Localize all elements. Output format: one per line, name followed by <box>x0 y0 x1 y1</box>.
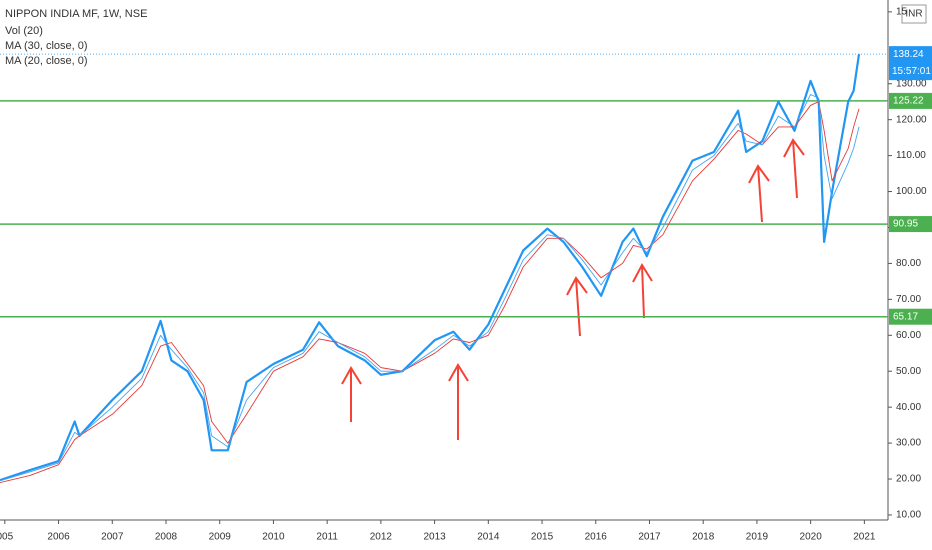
level-label: 90.95 <box>893 219 918 230</box>
last-price-label: 138.24 <box>893 49 924 60</box>
legend-item: MA (20, close, 0) <box>5 55 88 67</box>
currency-box[interactable] <box>901 4 927 24</box>
y-tick-label: 120.00 <box>896 114 927 125</box>
last-price-box <box>889 46 932 81</box>
x-tick-label: 2018 <box>692 532 715 543</box>
y-tick-label: 15 <box>896 6 908 17</box>
x-tick-label: 2012 <box>370 532 393 543</box>
x-tick-label: 2010 <box>262 532 285 543</box>
price-line <box>0 94 860 482</box>
x-tick-label: 005 <box>0 532 14 543</box>
price-line <box>0 53 861 482</box>
level-label-box <box>889 216 932 233</box>
x-tick-label: 2013 <box>423 532 446 543</box>
x-tick-label: 2016 <box>585 532 608 543</box>
x-tick-label: 2007 <box>101 532 124 543</box>
x-tick-label: 2017 <box>638 532 661 543</box>
arrows <box>341 138 805 440</box>
y-tick-label: 10.00 <box>896 510 921 521</box>
level-label: 125.22 <box>893 96 924 107</box>
level-label-box <box>889 92 932 109</box>
y-tick-label: 20.00 <box>896 474 921 485</box>
x-tick-label: 2009 <box>209 532 232 543</box>
y-tick-label: 130.00 <box>896 78 927 89</box>
x-tick-label: 2014 <box>477 532 500 543</box>
y-tick-label: 110.00 <box>896 150 926 161</box>
x-tick-label: 2011 <box>316 532 338 543</box>
y-tick-label: 50.00 <box>896 366 921 377</box>
y-tick-label: 40.00 <box>896 402 921 413</box>
legend-title: NIPPON INDIA MF, 1W, NSE <box>5 8 147 20</box>
x-tick-label: 2015 <box>531 532 554 543</box>
y-tick-label: 30.00 <box>896 438 921 449</box>
x-tick-label: 2020 <box>800 532 823 543</box>
legend-item: MA (30, close, 0) <box>5 40 88 52</box>
y-tick-label: 80.00 <box>896 258 921 269</box>
legend-item: Vol (20) <box>5 25 43 37</box>
x-tick-label: 2021 <box>853 532 876 543</box>
y-tick-label: 60.00 <box>896 330 921 341</box>
price-line <box>0 101 860 484</box>
currency[interactable]: INR <box>905 9 922 20</box>
y-tick-label: 70.00 <box>896 294 921 305</box>
countdown: 15:57:01 <box>892 66 931 77</box>
level-label-box <box>889 308 932 325</box>
x-tick-label: 2006 <box>47 532 70 543</box>
y-tick-label: 100.00 <box>896 186 927 197</box>
level-label: 65.17 <box>893 311 918 322</box>
x-tick-label: 2019 <box>746 532 769 543</box>
x-tick-label: 2008 <box>155 532 178 543</box>
